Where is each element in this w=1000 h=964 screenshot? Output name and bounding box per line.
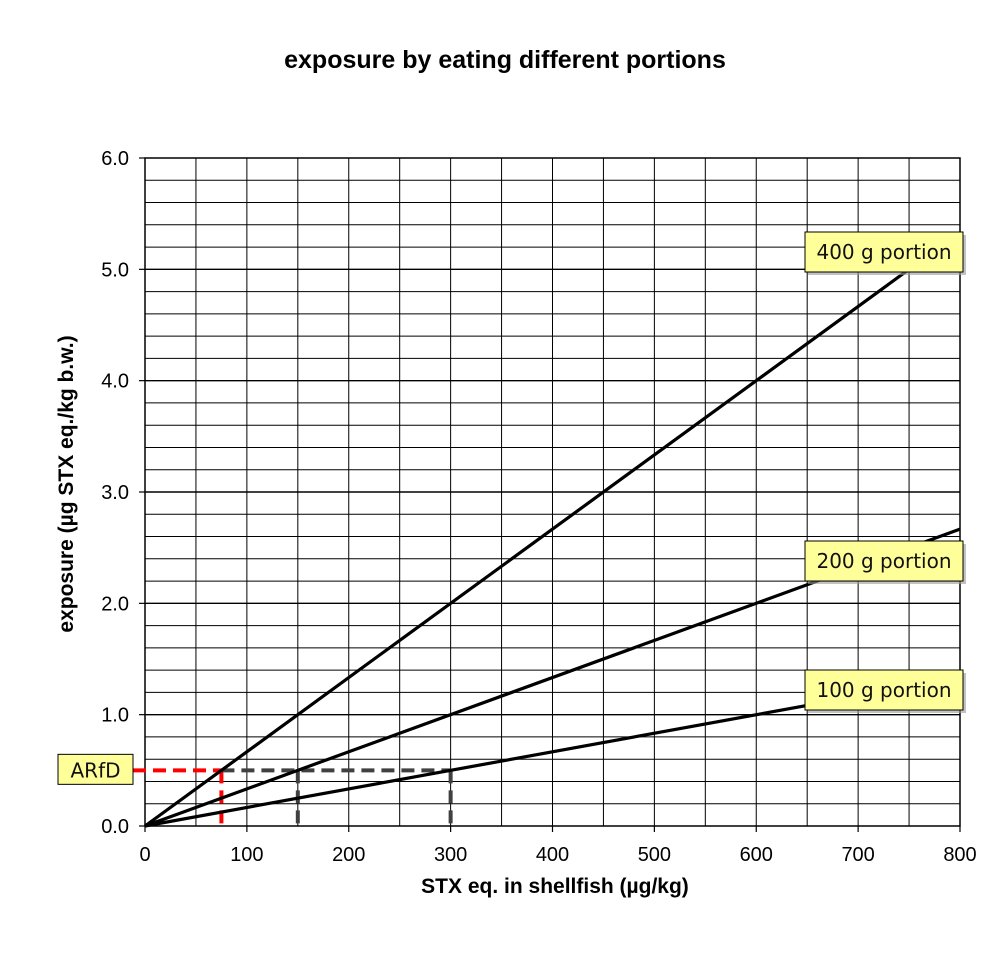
arfd-reference-lines: ARfD: [57, 753, 453, 826]
arfd-label-box: [57, 753, 134, 785]
series-callout-box: [804, 669, 964, 711]
y-tick-label: 6.0: [101, 148, 129, 170]
y-tick-label: 0.0: [101, 816, 129, 838]
x-tick-label: 0: [139, 844, 150, 866]
chart-title: exposure by eating different portions: [284, 46, 726, 74]
y-axis-label: exposure (µg STX eq./kg b.w.): [55, 335, 78, 632]
y-tick-label: 2.0: [101, 593, 129, 615]
series-line: [144, 268, 911, 828]
x-tick-label: 600: [740, 844, 773, 866]
y-tick-label: 5.0: [101, 259, 129, 281]
x-tick-label: 200: [332, 844, 365, 866]
x-tick-label: 700: [841, 844, 874, 866]
series-callout-label: 100 g portion: [816, 678, 951, 702]
x-axis-ticks: 0 100 200 300 400 500 600 700 800: [139, 826, 977, 866]
series-callout-label: 400 g portion: [816, 240, 951, 264]
series-callout-label: 200 g portion: [816, 549, 951, 573]
arfd-label: ARfD: [70, 758, 120, 782]
series-callouts: 400 g portion 200 g portion 100 g portion: [804, 231, 966, 713]
series-callout-box: [804, 540, 964, 582]
y-tick-label: 1.0: [101, 705, 129, 727]
x-axis-label: STX eq. in shellfish (µg/kg): [421, 875, 689, 898]
y-tick-label: 3.0: [101, 482, 129, 504]
x-tick-label: 400: [536, 844, 569, 866]
grid: [145, 158, 960, 826]
x-tick-label: 300: [434, 844, 467, 866]
y-tick-label: 4.0: [101, 371, 129, 393]
x-tick-label: 800: [943, 844, 976, 866]
x-tick-label: 500: [638, 844, 671, 866]
series-callout-box: [804, 231, 964, 273]
y-axis-ticks: 0.0 1.0 2.0 3.0 4.0 5.0 6.0: [101, 148, 145, 838]
x-tick-label: 100: [230, 844, 263, 866]
